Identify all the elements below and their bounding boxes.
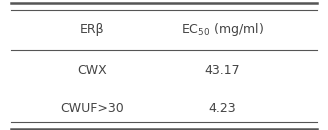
Text: CWUF>30: CWUF>30: [61, 102, 124, 115]
Text: ERβ: ERβ: [80, 23, 105, 36]
Text: EC$_{50}$ (mg/ml): EC$_{50}$ (mg/ml): [181, 21, 264, 38]
Text: CWX: CWX: [78, 64, 107, 77]
Text: 43.17: 43.17: [205, 64, 240, 77]
Text: 4.23: 4.23: [209, 102, 236, 115]
